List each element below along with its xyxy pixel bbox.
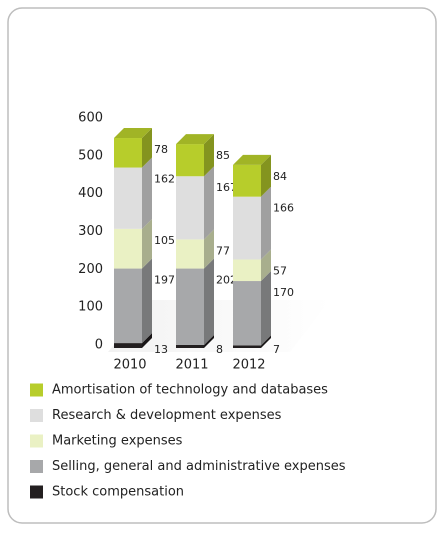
bar-segment: [176, 239, 204, 269]
x-tick-label: 2012: [232, 358, 265, 373]
legend-label: Marketing expenses: [52, 434, 183, 449]
legend-swatch: [30, 383, 43, 397]
bar-side: [204, 258, 214, 345]
bar-side: [204, 334, 214, 348]
bar-side: [142, 128, 152, 168]
bar-side: [261, 335, 271, 348]
value-label: 84: [273, 170, 287, 183]
y-tick-label: 500: [78, 148, 103, 163]
value-label: 85: [216, 149, 230, 162]
bar-segment: [233, 196, 261, 260]
bar-segment: [176, 144, 204, 177]
value-label: 162: [154, 173, 175, 186]
bar-segment: [176, 176, 204, 240]
bar-segment: [233, 281, 261, 346]
bar-segment: [114, 343, 142, 348]
bar-side: [261, 249, 271, 282]
x-tick-label: 2011: [175, 358, 208, 373]
floor: [108, 300, 330, 352]
legend-swatch: [30, 434, 43, 448]
value-label: 13: [154, 343, 168, 356]
bar-top: [233, 154, 271, 165]
x-tick-label: 2010: [113, 358, 146, 373]
value-label: 7: [273, 343, 280, 356]
value-label: 105: [154, 234, 175, 247]
legend-label: Research & development expenses: [52, 408, 282, 423]
bar-segment: [114, 268, 142, 344]
card: [7, 7, 437, 524]
value-label: 202: [216, 274, 237, 287]
bar-segment: [233, 345, 261, 348]
bar-segment: [114, 138, 142, 168]
y-tick-label: 200: [78, 262, 103, 277]
bar-top: [176, 134, 214, 145]
legend-swatch: [30, 485, 43, 499]
bar-segment: [176, 268, 204, 345]
value-label: 8: [216, 343, 223, 356]
bar-top: [114, 128, 152, 139]
y-tick-label: 0: [95, 338, 103, 353]
legend-label: Stock compensation: [52, 485, 184, 500]
bar-segment: [233, 259, 261, 282]
y-tick-label: 600: [78, 111, 103, 126]
legend-label: Selling, general and administrative expe…: [52, 459, 346, 474]
value-label: 77: [216, 244, 230, 257]
bar-segment: [114, 167, 142, 229]
y-tick-label: 300: [78, 224, 103, 239]
bar-segment: [233, 164, 261, 197]
legend-swatch: [30, 460, 43, 473]
bar-side: [261, 186, 271, 260]
bar-side: [142, 333, 152, 348]
y-tick-label: 400: [78, 186, 103, 201]
bar-side: [142, 157, 152, 229]
bar-side: [142, 258, 152, 344]
bar-side: [261, 154, 271, 197]
bar-side: [204, 166, 214, 240]
legend-swatch: [30, 409, 43, 422]
value-label: 170: [273, 286, 294, 299]
bar-segment: [176, 344, 204, 348]
value-label: 57: [273, 264, 287, 277]
value-label: 197: [154, 274, 175, 287]
value-label: 167: [216, 181, 237, 194]
bar-side: [204, 229, 214, 269]
bar-side: [204, 134, 214, 177]
bar-side: [142, 218, 152, 269]
bar-side: [261, 271, 271, 346]
value-label: 78: [154, 143, 168, 156]
y-tick-label: 100: [78, 300, 103, 315]
legend-label: Amortisation of technology and databases: [52, 383, 328, 398]
value-label: 166: [273, 202, 294, 215]
bar-segment: [114, 228, 142, 269]
